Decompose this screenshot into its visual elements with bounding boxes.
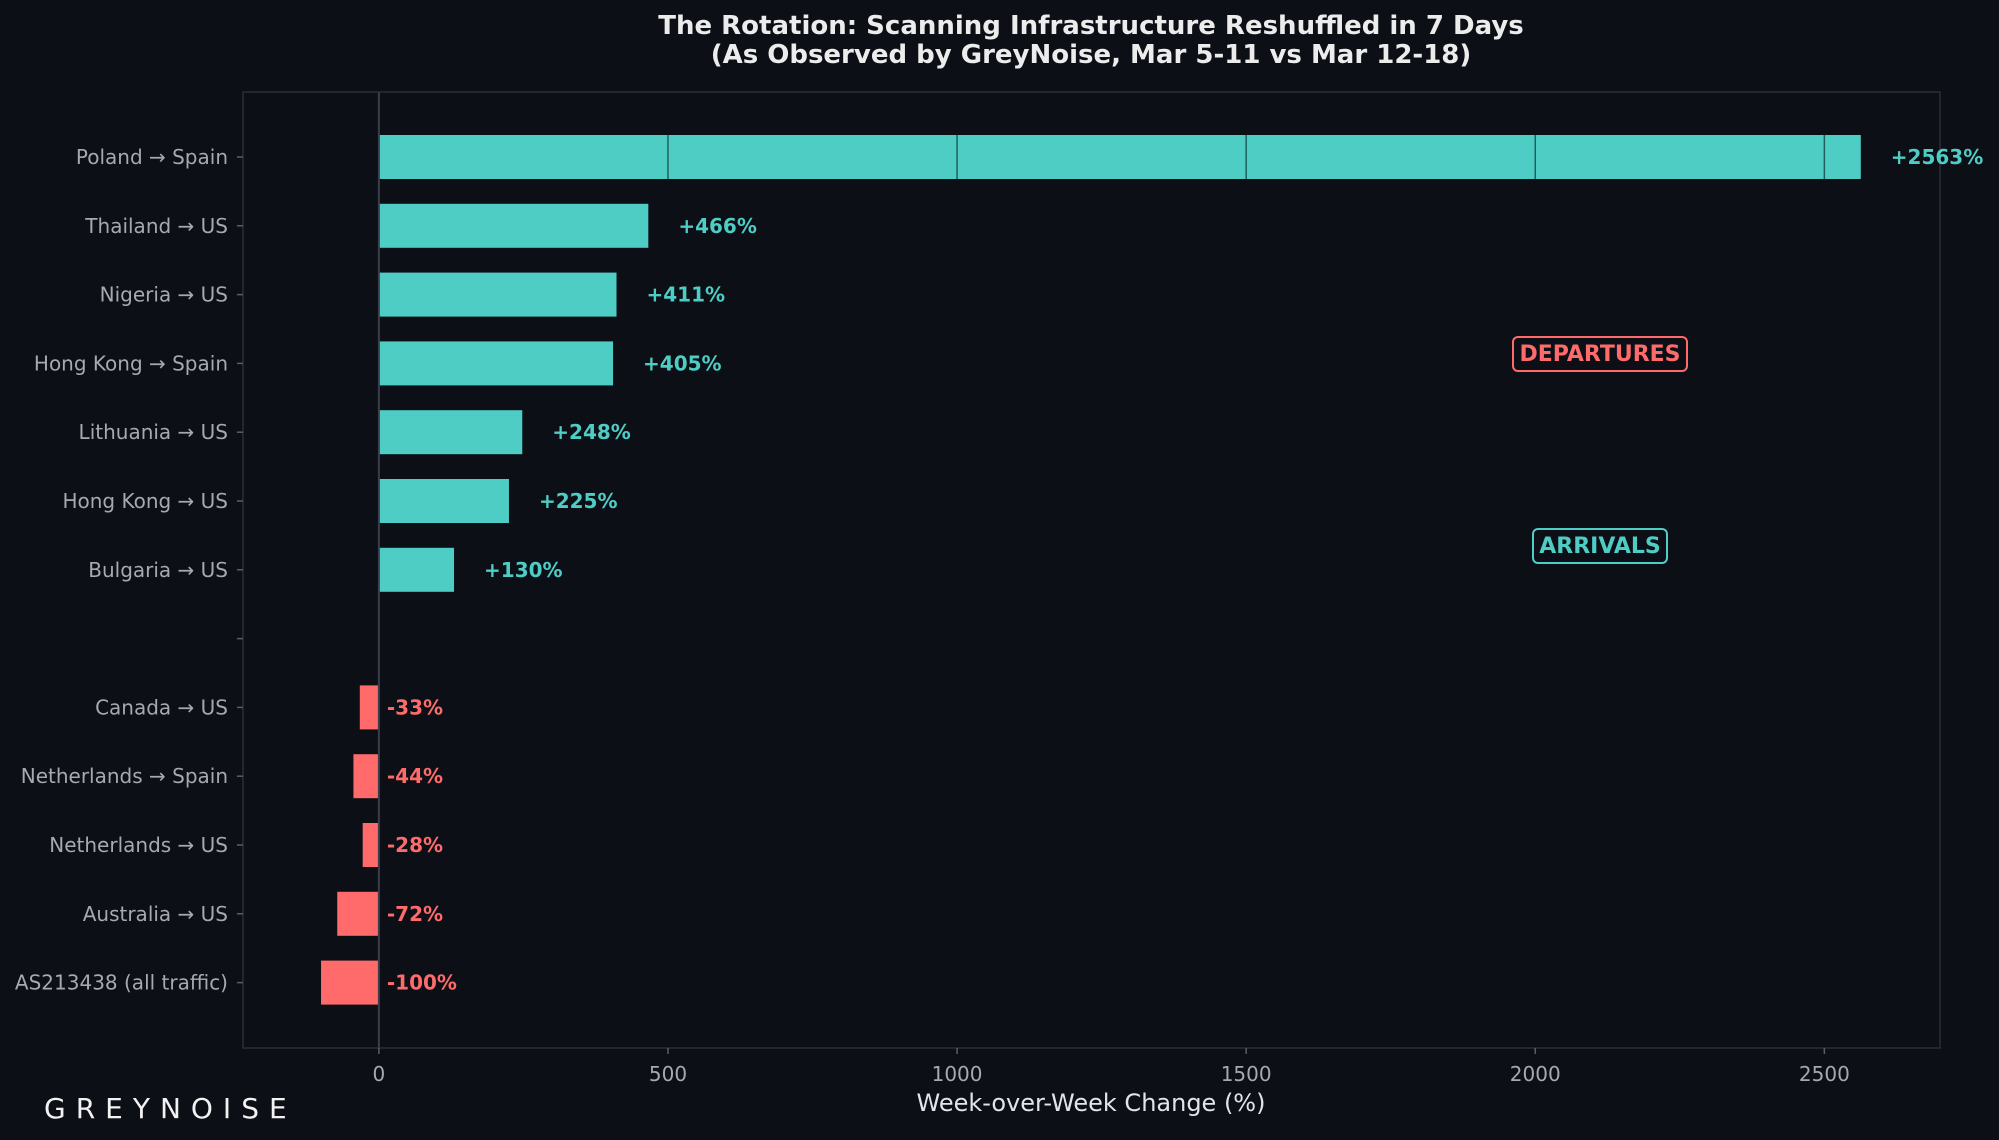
- data-label: -33%: [387, 695, 443, 719]
- x-axis-label: Week-over-Week Change (%): [917, 1089, 1266, 1117]
- x-tick-label: 2500: [1799, 1062, 1850, 1086]
- category-label: AS213438 (all traffic): [15, 971, 228, 995]
- greynoise-logo: GREYNOISE: [44, 1092, 297, 1125]
- category-label: Nigeria → US: [100, 283, 228, 307]
- arrivals-annotation-box: [1532, 528, 1668, 564]
- departure-bar: [359, 685, 379, 730]
- arrival-bar: [378, 272, 617, 317]
- arrivals-annotation-text: ARRIVALS: [1539, 534, 1661, 559]
- arrival-bar: [378, 479, 509, 523]
- data-label: +225%: [539, 489, 618, 513]
- departures-annotation-text: DEPARTURES: [1519, 342, 1680, 367]
- data-label: +130%: [484, 558, 563, 582]
- arrival-bar: [378, 341, 614, 386]
- departure-bar: [353, 754, 379, 799]
- x-tick-label: 1500: [1221, 1062, 1272, 1086]
- data-label: -72%: [387, 902, 443, 926]
- data-label: +466%: [678, 214, 757, 238]
- category-label: Bulgaria → US: [88, 558, 228, 582]
- departures-annotation-box: [1512, 336, 1688, 372]
- arrivals-annotation: ARRIVALS: [1532, 528, 1668, 564]
- category-label: Hong Kong → Spain: [34, 351, 228, 375]
- chart-subtitle: (As Observed by GreyNoise, Mar 5-11 vs M…: [711, 40, 1472, 70]
- arrival-bar: [378, 547, 455, 592]
- category-label: Canada → US: [95, 695, 228, 719]
- category-label: Netherlands → Spain: [21, 764, 228, 788]
- category-label: Thailand → US: [84, 214, 228, 238]
- x-tick-label: 500: [649, 1062, 687, 1086]
- data-label: +2563%: [1891, 145, 1983, 169]
- category-label: Poland → Spain: [76, 145, 228, 169]
- chart-title: The Rotation: Scanning Infrastructure Re…: [658, 11, 1524, 41]
- x-tick-label: 2000: [1510, 1062, 1561, 1086]
- data-label: -44%: [387, 764, 443, 788]
- bars-group: [321, 135, 1861, 1005]
- data-label: +405%: [643, 351, 722, 375]
- data-label: +411%: [647, 283, 726, 307]
- category-labels: Poland → Spain Thailand → US Nigeria → US H…: [15, 145, 243, 995]
- category-label: Australia → US: [83, 902, 228, 926]
- category-label: Netherlands → US: [49, 833, 228, 857]
- arrival-bar: [378, 410, 523, 455]
- category-label: Hong Kong → US: [62, 489, 228, 513]
- data-label: -28%: [387, 833, 443, 857]
- category-label: Lithuania → US: [79, 420, 228, 444]
- x-tick-label: 0: [373, 1062, 386, 1086]
- arrival-bar: [378, 203, 649, 248]
- departure-bar: [321, 960, 379, 1005]
- x-tick-label: 1000: [932, 1062, 983, 1086]
- arrival-bar: [378, 135, 1861, 179]
- departure-bar: [337, 891, 379, 936]
- data-label: +248%: [552, 420, 631, 444]
- departures-annotation: DEPARTURES: [1512, 336, 1688, 372]
- value-labels: +2563% +466% +411% +405% +248% +225% +130% -33%…: [387, 145, 1983, 995]
- data-label: -100%: [387, 971, 457, 995]
- departure-bar: [362, 823, 379, 867]
- x-ticks: 0 500 1000 1500 2000 2500: [373, 1048, 1850, 1086]
